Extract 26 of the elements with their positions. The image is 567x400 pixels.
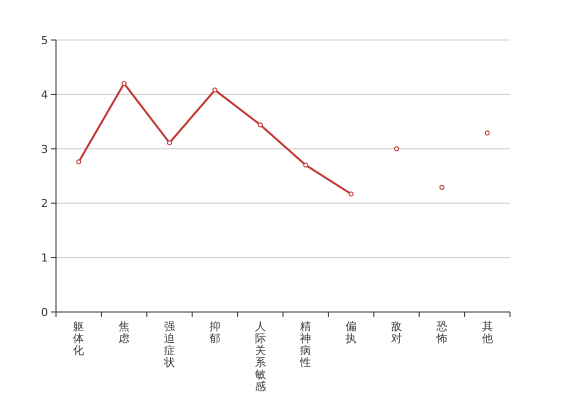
x-tick-label: 焦虑 — [118, 320, 130, 345]
y-tick-label: 1 — [41, 252, 48, 265]
y-tick-label: 4 — [41, 88, 48, 102]
x-tick-label: 精神病性 — [299, 320, 312, 369]
point — [212, 88, 218, 93]
y-tick-label: 0 — [41, 306, 48, 319]
x-tick-label: 其他 — [482, 320, 493, 345]
y-tick-label: 3 — [41, 142, 48, 156]
x-tick-label: 偏执 — [346, 320, 357, 345]
point — [167, 140, 172, 146]
point — [122, 81, 127, 86]
y-tick-label: 5 — [41, 34, 48, 47]
x-tick-label: 强迫症状 — [163, 320, 175, 369]
point — [484, 130, 490, 136]
point — [394, 146, 399, 152]
point — [348, 191, 354, 196]
x-tick-label: 恐怖 — [435, 320, 448, 345]
x-tick-label: 敌对 — [391, 320, 402, 345]
x-tick-label: 抑郁 — [209, 320, 220, 345]
point — [303, 162, 308, 168]
x-tick-label: 人际关系敏感 — [254, 320, 266, 393]
point — [439, 184, 444, 190]
point — [258, 122, 263, 128]
x-tick-label: 躯体化 — [73, 320, 84, 357]
point — [76, 159, 82, 164]
y-tick-label: 2 — [41, 197, 48, 210]
